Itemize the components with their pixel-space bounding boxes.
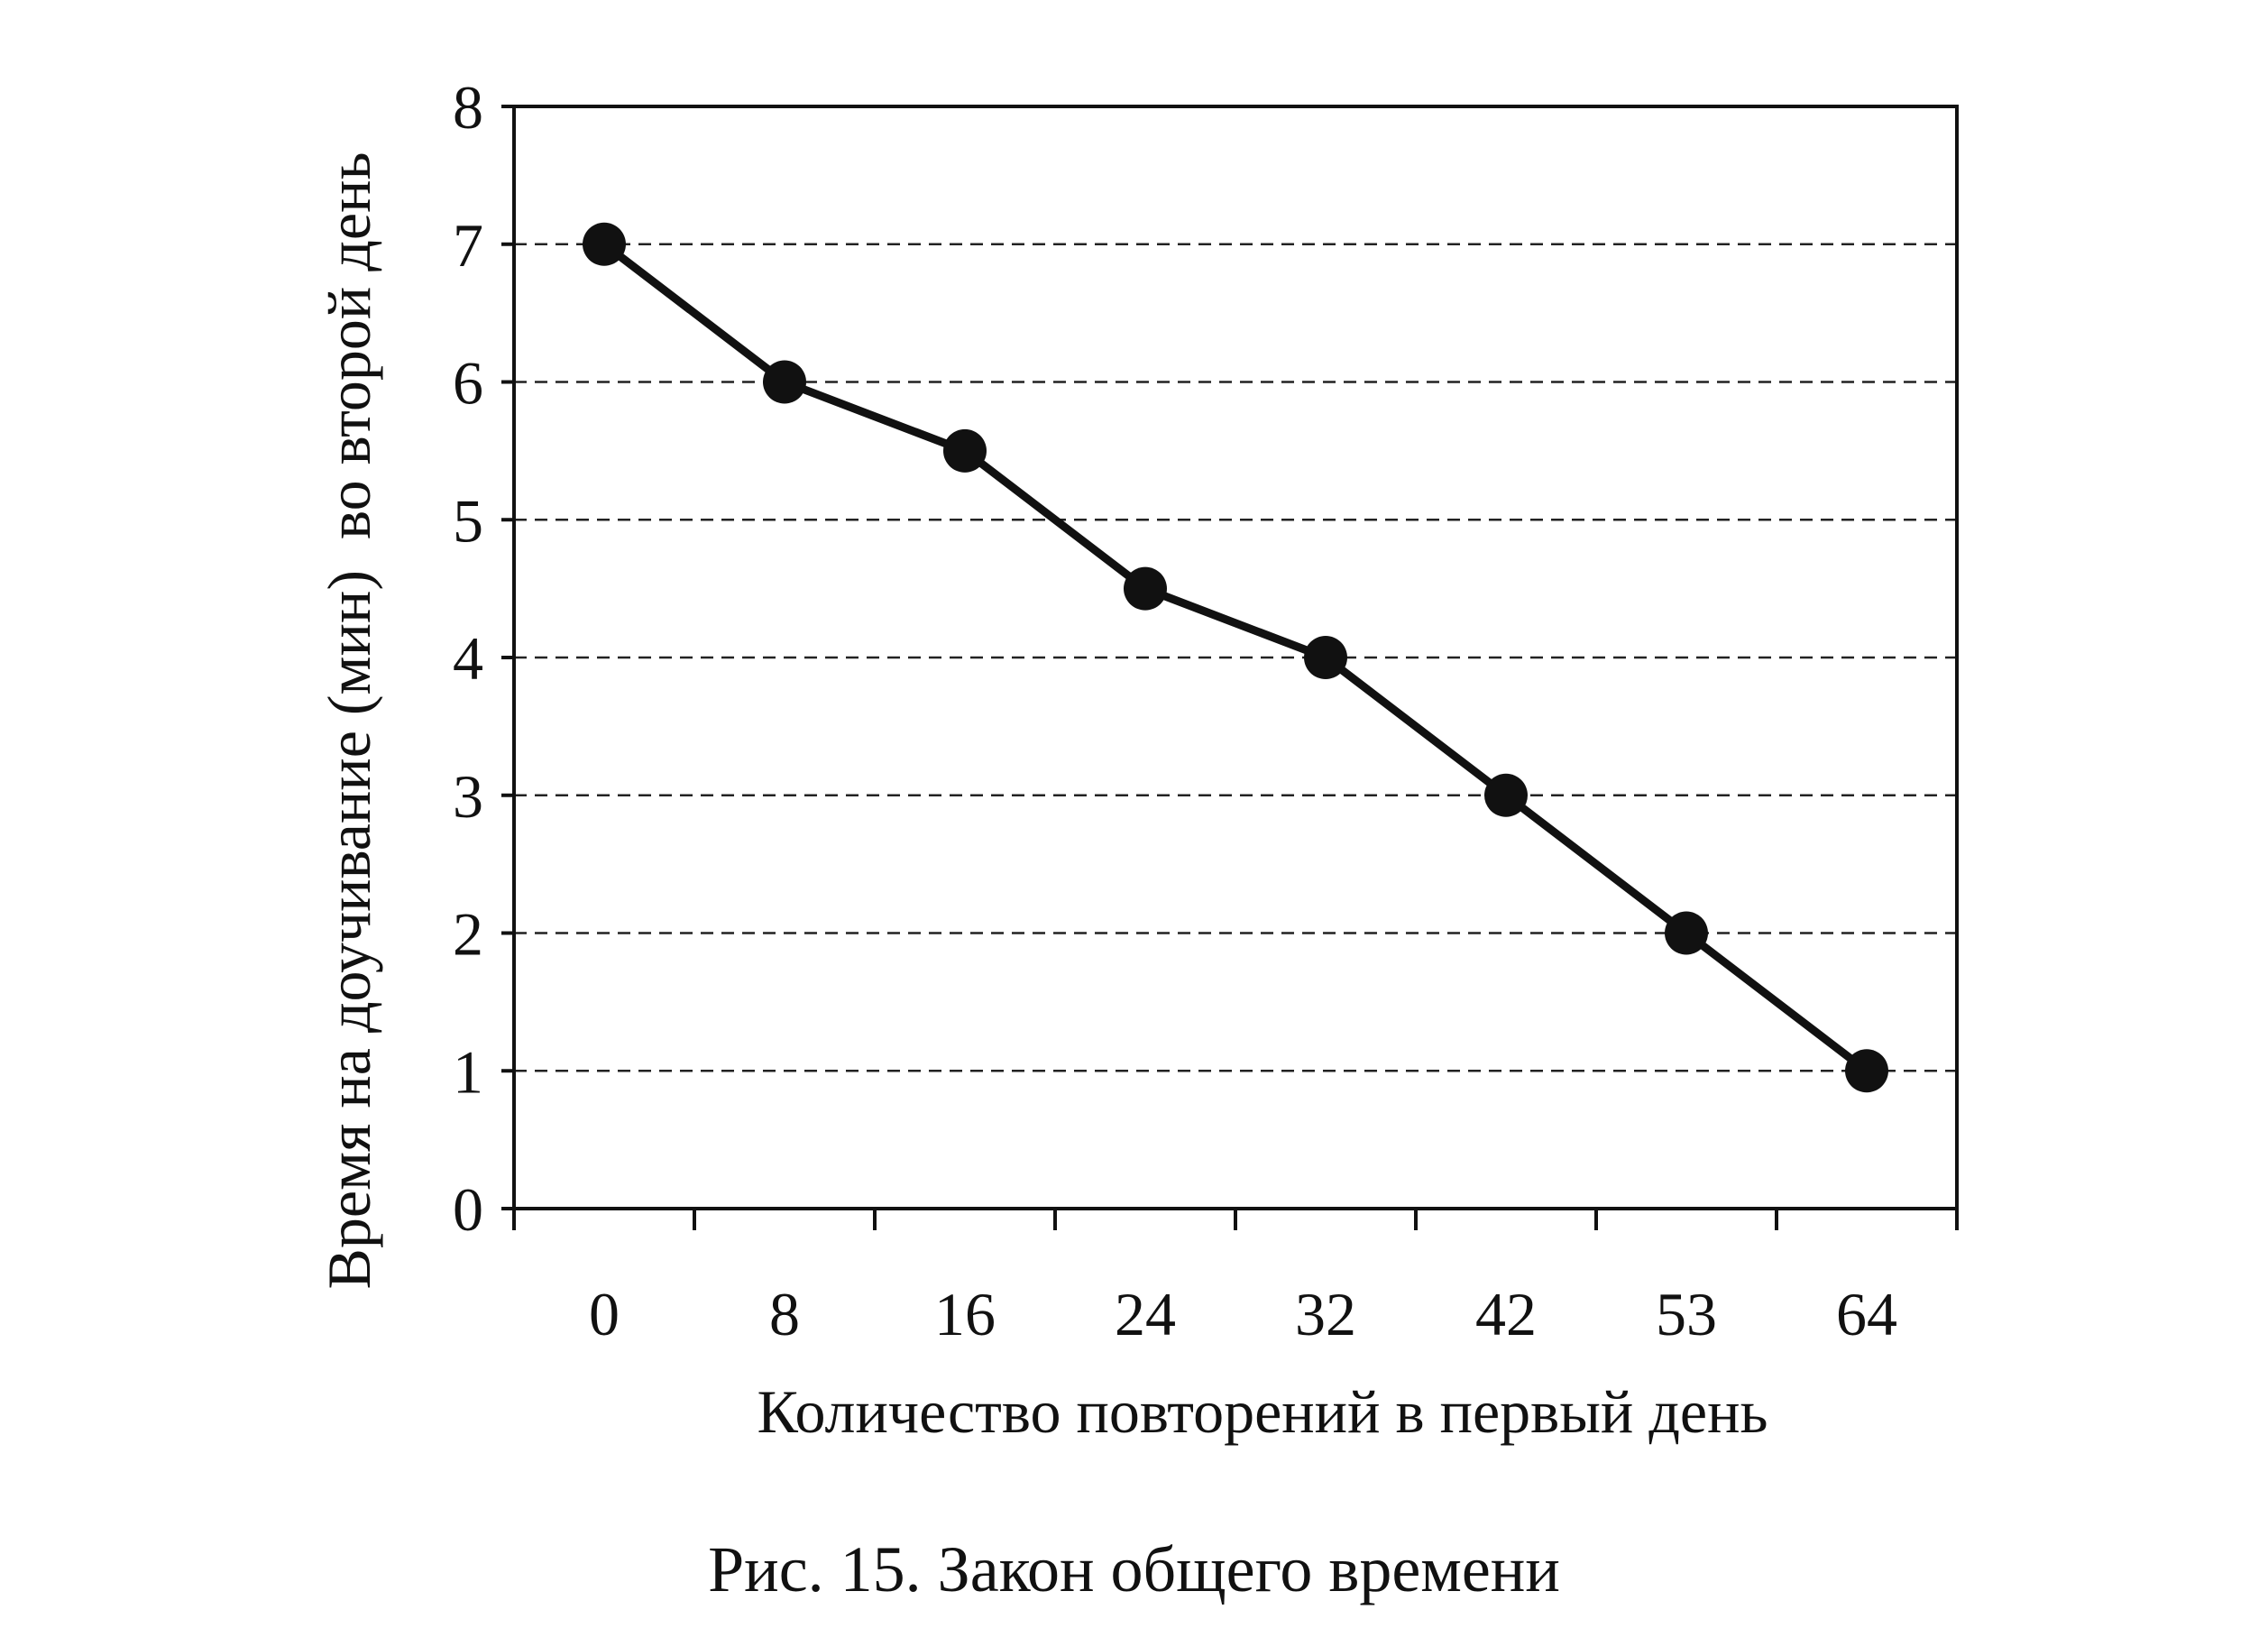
y-tick-label-3: 3 — [453, 762, 483, 831]
y-tick-label-2: 2 — [453, 900, 483, 969]
x-tick-label-64: 64 — [1836, 1280, 1897, 1348]
data-point-64 — [1845, 1049, 1888, 1093]
y-tick-label-0: 0 — [453, 1175, 483, 1244]
x-tick-label-24: 24 — [1115, 1280, 1176, 1348]
x-tick-label-32: 32 — [1295, 1280, 1356, 1348]
figure-caption: Рис. 15. Закон общего времени — [708, 1533, 1560, 1605]
y-tick-label-4: 4 — [453, 624, 483, 693]
gridlines — [514, 243, 1957, 1072]
data-point-0 — [583, 222, 626, 266]
y-tick-label-1: 1 — [453, 1037, 483, 1106]
x-tick-label-16: 16 — [934, 1280, 996, 1348]
y-tick-label-8: 8 — [453, 73, 483, 142]
x-axis-title: Количество повторений в первый день — [757, 1377, 1768, 1446]
data-point-8 — [763, 360, 806, 404]
data-series — [583, 222, 1888, 1093]
x-tick-label-42: 42 — [1475, 1280, 1537, 1348]
x-tick-label-8: 8 — [769, 1280, 800, 1348]
x-axis-ticks: 0 8 16 24 32 42 53 64 — [512, 1209, 1959, 1348]
y-tick-label-6: 6 — [453, 349, 483, 418]
series-line-0 — [601, 241, 1869, 1074]
data-point-42 — [1484, 773, 1528, 817]
data-point-32 — [1304, 636, 1347, 679]
y-axis-title: Время на доучивание (мин) во второй день — [315, 152, 383, 1290]
x-tick-label-53: 53 — [1656, 1280, 1717, 1348]
y-tick-label-7: 7 — [453, 211, 483, 280]
y-axis-ticks: 0 1 2 3 4 5 6 7 8 — [453, 73, 514, 1244]
data-point-24 — [1124, 566, 1167, 611]
y-tick-label-5: 5 — [453, 486, 483, 555]
data-point-16 — [943, 428, 987, 473]
data-point-53 — [1665, 911, 1708, 955]
x-tick-label-0: 0 — [589, 1280, 620, 1348]
